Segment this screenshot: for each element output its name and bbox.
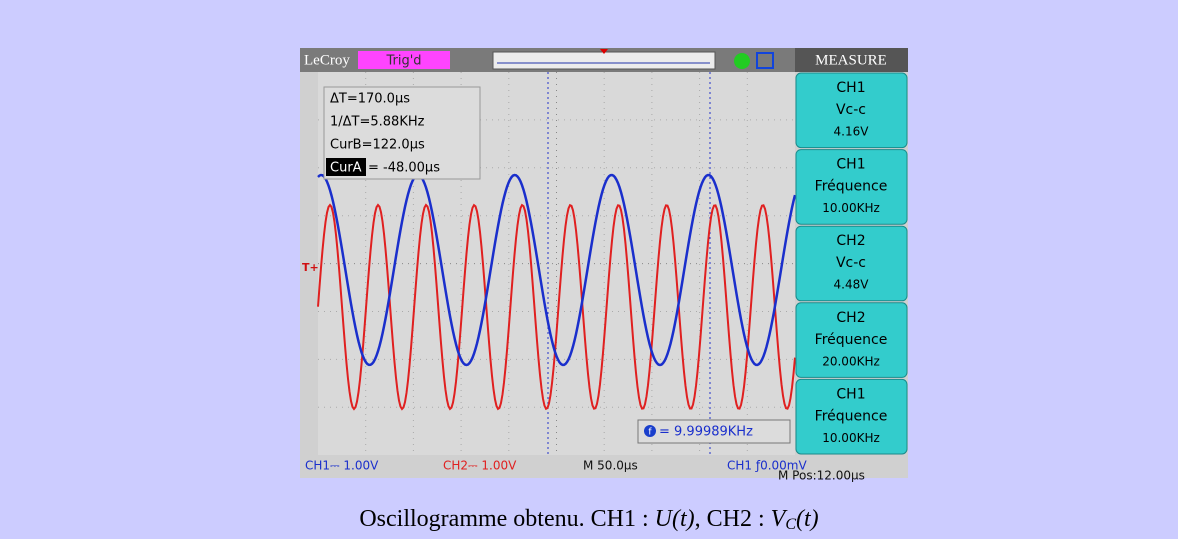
counter-value: = 9.99989KHz: [659, 425, 753, 440]
measure-value: 10.00KHz: [822, 431, 880, 445]
cursor-delta: ΔT=170.0µs: [330, 92, 410, 107]
status: Trig'd: [385, 54, 421, 69]
caption-ch1: U(t): [655, 506, 695, 532]
menu-title: MEASURE: [815, 52, 887, 68]
figure: LeCroy Trig'd MEASURE T+ ΔT=170.0µs 1/ΔT…: [0, 0, 1178, 539]
measure-channel: CH2: [836, 310, 865, 326]
run-icon: [734, 53, 750, 69]
measure-name: Fréquence: [815, 332, 888, 348]
cursor-a-value: = -48.00µs: [368, 161, 440, 176]
caption-text: Oscillogramme obtenu. CH1 :: [359, 506, 654, 532]
ch2-scale: CH2⎓ 1.00V: [443, 459, 517, 473]
measure-panel: CH1 Vc-c 4.16V CH1 Fréquence 10.00KHz CH2 Vc-c 4…: [796, 73, 907, 454]
measure-value: 4.16V: [834, 125, 870, 139]
position: M Pos:12.00µs: [778, 469, 865, 483]
caption-ch2-sub: C: [785, 516, 796, 533]
ch1-scale: CH1⎓ 1.00V: [305, 459, 379, 473]
caption: Oscillogramme obtenu. CH1 : U(t), CH2 : …: [359, 506, 818, 533]
measure-channel: CH1: [836, 157, 865, 173]
caption-ch2-arg: (t): [796, 506, 819, 532]
page: {"header": {"brand": "LeCroy", "status":…: [0, 0, 1178, 539]
cursor-a-label: CurA: [330, 161, 362, 176]
cursor-b-readout: CurB=122.0µs: [330, 138, 425, 153]
measure-channel: CH1: [836, 80, 865, 96]
measure-value: 20.00KHz: [822, 354, 880, 368]
trigger-marker: T+: [302, 261, 319, 274]
measure-channel: CH2: [836, 233, 865, 249]
measure-name: Fréquence: [815, 179, 888, 195]
measure-value: 10.00KHz: [822, 201, 880, 215]
brand: LeCroy: [304, 52, 350, 68]
cursor-inverse: 1/ΔT=5.88KHz: [330, 115, 425, 130]
measure-name: Vc-c: [836, 102, 866, 118]
timebase: M 50.0µs: [583, 459, 638, 473]
measure-name: Fréquence: [815, 408, 888, 424]
measure-name: Vc-c: [836, 255, 866, 271]
measure-channel: CH1: [836, 386, 865, 402]
timeline-box: [493, 52, 715, 69]
measure-value: 4.48V: [834, 278, 870, 292]
caption-separator: , CH2 :: [695, 506, 771, 532]
